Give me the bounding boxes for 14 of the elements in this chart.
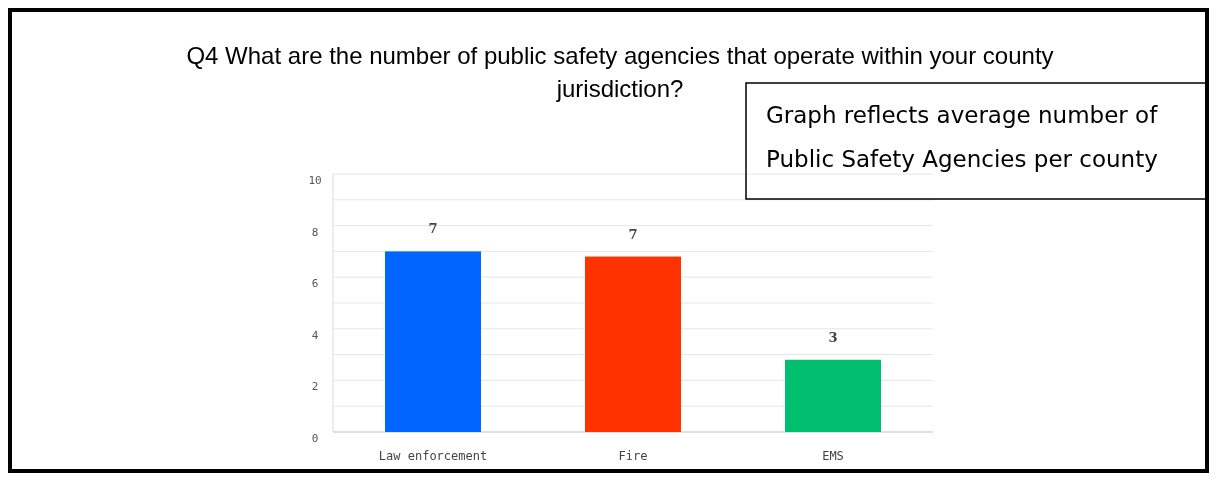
y-tick-label: 6 (311, 277, 319, 291)
y-tick-label: 8 (311, 225, 319, 239)
chart-title: Q4 What are the number of public safety agencies that operate within your county jurisdiction? (186, 42, 1054, 102)
y-tick-label: 2 (311, 380, 319, 394)
x-tick-label: Law enforcement (378, 449, 488, 463)
y-tick-label: 0 (311, 432, 319, 445)
y-tick-label: 4 (311, 328, 319, 342)
x-tick-label: EMS (822, 449, 844, 463)
data-label: 7 (628, 226, 638, 242)
data-label: 3 (828, 329, 838, 345)
data-label: 7 (428, 221, 438, 237)
x-tick-label: Fire (618, 449, 648, 463)
text: Graph reflects average number of Public Safety Agencies per county (766, 102, 1159, 172)
y-tick-label: 10 (308, 174, 322, 187)
